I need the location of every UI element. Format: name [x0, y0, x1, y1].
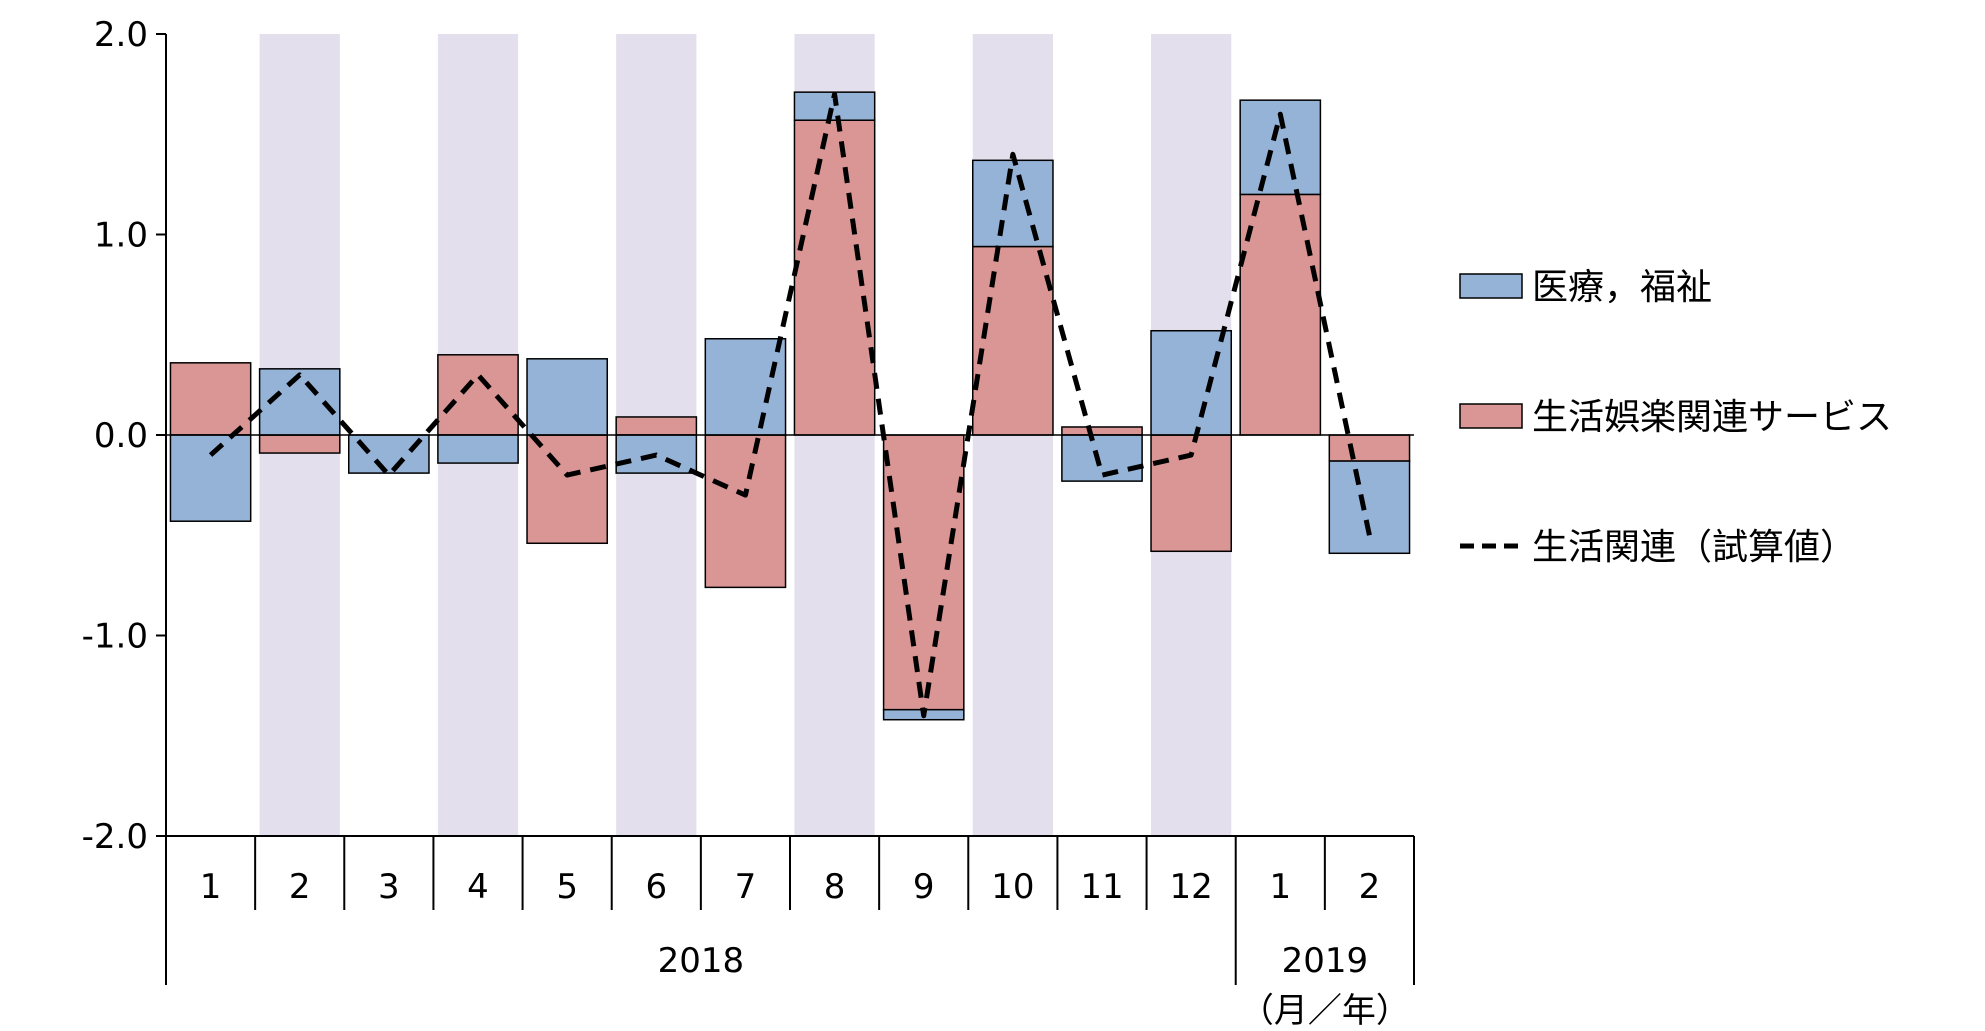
unit-note: （月／年）	[1240, 991, 1410, 1031]
bar-medical-4	[437, 434, 519, 464]
bar-medical-12	[1150, 329, 1233, 436]
legend-label: 生活娯楽関連サービス	[1532, 397, 1892, 438]
x-tick-label: 3	[378, 867, 400, 907]
line-series	[208, 91, 1372, 719]
x-tick-label: 1	[1269, 867, 1291, 907]
bar-leisure-10	[971, 245, 1054, 436]
bar-leisure-5	[526, 434, 609, 545]
x-tick-label: 11	[1080, 867, 1123, 907]
x-tick-label: 7	[735, 867, 757, 907]
y-tick-label: -2.0	[82, 817, 148, 857]
x-tick-label: 10	[991, 867, 1034, 907]
axes	[156, 33, 1415, 985]
x-tick-label: 8	[824, 867, 846, 907]
x-tick-label: 9	[913, 867, 935, 907]
bar-leisure-4	[437, 354, 519, 436]
bar-leisure-6	[615, 416, 698, 436]
x-tick-label: 2	[289, 867, 311, 907]
x-tick-label: 6	[645, 867, 667, 907]
legend-swatch	[1459, 403, 1523, 429]
line-series-total	[208, 91, 1372, 719]
bar-medical-7	[704, 338, 787, 436]
x-tick-label: 5	[556, 867, 578, 907]
bar-medical-14	[1328, 460, 1411, 555]
bar-leisure-1	[169, 362, 252, 436]
y-tick-label: 2.0	[94, 15, 148, 55]
bar-medical-11	[1061, 434, 1143, 482]
year-label: 2019	[1282, 941, 1369, 981]
x-tick-label: 12	[1170, 867, 1213, 907]
legend-label: 医療，福祉	[1532, 267, 1712, 308]
bar-medical-5	[526, 358, 609, 436]
bar-leisure-7	[704, 434, 787, 589]
bar-medical-10	[971, 159, 1054, 248]
bar-leisure-9	[882, 434, 965, 711]
x-tick-label: 4	[467, 867, 489, 907]
bar-leisure-11	[1061, 426, 1143, 436]
legend-label: 生活関連（試算値）	[1532, 527, 1856, 568]
bar-leisure-14	[1328, 434, 1411, 462]
y-tick-label: -1.0	[82, 617, 148, 657]
x-tick-label: 2	[1359, 867, 1381, 907]
y-tick-label: 0.0	[94, 416, 148, 456]
year-label: 2018	[658, 941, 745, 981]
bar-medical-1	[169, 434, 252, 522]
x-tick-label: 1	[200, 867, 222, 907]
bar-leisure-2	[258, 434, 341, 454]
legend-swatch	[1459, 273, 1523, 299]
y-tick-label: 1.0	[94, 216, 148, 256]
